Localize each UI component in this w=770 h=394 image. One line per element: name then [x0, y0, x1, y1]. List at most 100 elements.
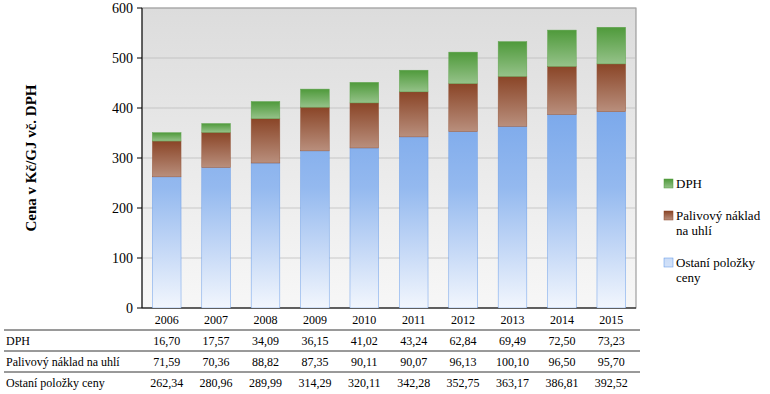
table-value: 73,23: [598, 334, 625, 348]
table-value: 90,11: [351, 355, 378, 369]
bar-segment: [350, 82, 379, 103]
table-value: 36,15: [301, 334, 328, 348]
y-axis: [142, 8, 143, 308]
table-value: 90,07: [400, 355, 427, 369]
bar-segment: [301, 151, 330, 308]
legend-label: DPH: [676, 176, 702, 191]
bar-segment: [350, 148, 379, 308]
table-row-label: Palivový náklad na uhlí: [6, 355, 120, 369]
table-rule: [4, 330, 640, 331]
table-value: 289,99: [249, 376, 282, 390]
table-value: 363,17: [496, 376, 529, 390]
legend-swatch: [664, 179, 673, 188]
legend-label: Ostaní položkyceny: [676, 255, 756, 285]
table-value: 100,10: [496, 355, 529, 369]
bars: [152, 27, 625, 308]
bar-segment: [548, 30, 577, 66]
table-value: 342,28: [397, 376, 430, 390]
bar-segment: [251, 163, 280, 308]
table-value: 88,82: [252, 355, 279, 369]
table-value: 392,52: [595, 376, 628, 390]
category-label: 2009: [303, 313, 327, 327]
table-value: 96,50: [548, 355, 575, 369]
tick-label: 400: [112, 101, 133, 116]
legend-swatch: [664, 211, 673, 220]
category-label: 2007: [204, 313, 228, 327]
category-label: 2013: [501, 313, 525, 327]
bar-segment: [301, 89, 330, 107]
tick-mark: [137, 158, 142, 159]
legend-line: Ostaní položky: [676, 255, 756, 270]
legend-line: DPH: [676, 176, 702, 191]
table-value: 34,09: [252, 334, 279, 348]
table-value: 62,84: [450, 334, 477, 348]
bar-segment: [251, 102, 280, 119]
bar-segment: [548, 66, 577, 114]
table-value: 71,59: [153, 355, 180, 369]
table-value: 96,13: [450, 355, 477, 369]
table-value: 69,49: [499, 334, 526, 348]
tick-mark: [137, 108, 142, 109]
tick-label: 200: [112, 201, 133, 216]
table-value: 17,57: [203, 334, 230, 348]
category-label: 2012: [451, 313, 475, 327]
table-value: 87,35: [301, 355, 328, 369]
legend-line: Palivový náklad: [676, 208, 761, 223]
category-label: 2014: [550, 313, 574, 327]
category-label: 2011: [402, 313, 426, 327]
table-rule: [4, 351, 640, 352]
table-row-label: Ostaní položky ceny: [6, 376, 105, 390]
chart: 0100200300400500600Cena v Kč/GJ vč. DPH2…: [0, 0, 770, 394]
axis-title: Cena v Kč/GJ vč. DPH: [23, 84, 39, 231]
legend-line: ceny: [676, 270, 701, 285]
grid-line: [142, 8, 636, 9]
bar-segment: [202, 168, 231, 308]
bar-segment: [498, 76, 527, 126]
table-value: 280,96: [200, 376, 233, 390]
bar-segment: [152, 141, 181, 177]
bar-segment: [449, 52, 478, 83]
tick-label: 0: [126, 301, 133, 316]
bar-segment: [597, 112, 626, 308]
bar-segment: [350, 103, 379, 148]
table-value: 43,24: [400, 334, 427, 348]
tick-mark: [137, 58, 142, 59]
bar-segment: [301, 107, 330, 151]
bar-segment: [597, 27, 626, 64]
legend-label: Palivový nákladna uhlí: [676, 208, 761, 238]
legend-swatch: [664, 258, 673, 267]
bar-segment: [152, 133, 181, 141]
tick-label: 500: [112, 51, 133, 66]
bar-segment: [498, 126, 527, 308]
bar-segment: [449, 84, 478, 132]
table-value: 16,70: [153, 334, 180, 348]
category-label: 2015: [599, 313, 623, 327]
table-value: 72,50: [548, 334, 575, 348]
table-value: 95,70: [598, 355, 625, 369]
bar-segment: [399, 92, 428, 137]
table-value: 352,75: [447, 376, 480, 390]
legend-line: na uhlí: [676, 223, 712, 238]
tick-label: 300: [112, 151, 133, 166]
table-value: 386,81: [545, 376, 578, 390]
bar-segment: [251, 119, 280, 163]
bar-segment: [399, 70, 428, 92]
category-label: 2008: [254, 313, 278, 327]
table-value: 262,34: [150, 376, 183, 390]
table-rule: [4, 372, 640, 373]
bar-segment: [498, 42, 527, 77]
bar-segment: [449, 132, 478, 308]
table-value: 41,02: [351, 334, 378, 348]
table-value: 314,29: [298, 376, 331, 390]
tick-mark: [137, 258, 142, 259]
category-label: 2010: [352, 313, 376, 327]
bar-segment: [202, 132, 231, 167]
bar-segment: [202, 124, 231, 133]
table-row-label: DPH: [6, 334, 30, 348]
category-label: 2006: [155, 313, 179, 327]
tick-mark: [137, 8, 142, 9]
bar-segment: [597, 64, 626, 112]
tick-mark: [137, 308, 142, 309]
bar-segment: [399, 137, 428, 308]
tick-mark: [137, 208, 142, 209]
